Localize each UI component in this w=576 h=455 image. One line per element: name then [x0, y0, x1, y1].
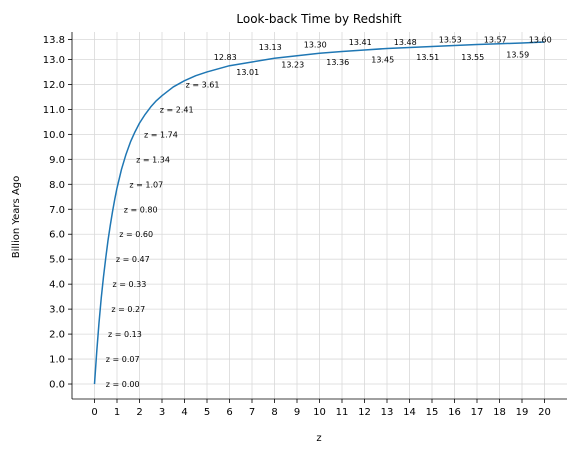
data-label: 13.59	[506, 50, 529, 59]
y-tick-label: 3.0	[49, 305, 65, 316]
y-axis-title: Billion Years Ago	[11, 176, 22, 258]
chart-title: Look-back Time by Redshift	[236, 12, 401, 26]
x-tick-label: 3	[159, 407, 165, 418]
x-tick-label: 4	[181, 407, 187, 418]
x-tick-label: 14	[403, 407, 416, 418]
data-label: 13.23	[281, 60, 304, 69]
data-label: 13.55	[461, 53, 484, 62]
x-tick-label: 7	[249, 407, 255, 418]
data-label: 13.57	[484, 35, 507, 44]
y-tick-label: 1.0	[49, 355, 65, 366]
data-label: 13.30	[304, 40, 327, 49]
y-tick-label: 5.0	[49, 255, 65, 266]
data-label: z = 0.60	[119, 230, 153, 239]
data-label: z = 1.07	[129, 180, 163, 189]
y-tick-label: 13.8	[43, 35, 65, 46]
x-tick-label: 0	[91, 407, 97, 418]
data-label: 13.60	[529, 35, 552, 44]
y-tick-label: 9.0	[49, 155, 65, 166]
y-tick-label: 12.0	[43, 80, 65, 91]
y-tick-label: 6.0	[49, 230, 65, 241]
x-tick-label: 5	[204, 407, 210, 418]
data-label: z = 0.07	[106, 355, 140, 364]
data-label: z = 0.80	[124, 205, 158, 214]
grid	[72, 32, 567, 399]
data-label: z = 1.34	[136, 155, 170, 164]
data-label: 13.48	[394, 38, 417, 47]
data-label: 13.45	[371, 55, 394, 64]
x-tick-label: 20	[538, 407, 551, 418]
data-label: z = 3.61	[186, 80, 220, 89]
x-tick-label: 2	[136, 407, 142, 418]
data-label: z = 0.47	[116, 255, 150, 264]
data-label: 13.53	[439, 35, 462, 44]
x-tick-label: 1	[114, 407, 120, 418]
x-tick-label: 11	[336, 407, 349, 418]
data-label: 13.36	[326, 58, 349, 67]
data-label: 13.51	[416, 53, 439, 62]
y-tick-label: 0.0	[49, 380, 65, 391]
x-tick-label: 9	[294, 407, 300, 418]
y-tick-label: 11.0	[43, 105, 65, 116]
data-label: 13.13	[259, 43, 282, 52]
data-label: z = 0.27	[111, 305, 145, 314]
data-label: 13.01	[236, 68, 259, 77]
x-tick-label: 13	[381, 407, 394, 418]
data-label: z = 0.33	[113, 280, 147, 289]
y-tick-label: 7.0	[49, 205, 65, 216]
y-tick-label: 8.0	[49, 180, 65, 191]
data-label: z = 2.41	[160, 105, 194, 114]
annotations: z = 0.00 z = 0.07 z = 0.13 z = 0.27 z = 0.33…	[106, 35, 552, 389]
data-label: z = 1.74	[144, 130, 178, 139]
y-ticks: 0.0 1.0 2.0 3.0 4.0 5.0 6.0 7.0 8.0 9.0 10.0 11.0 12…	[43, 35, 72, 391]
x-tick-label: 17	[471, 407, 484, 418]
x-tick-label: 6	[226, 407, 232, 418]
x-tick-label: 10	[313, 407, 326, 418]
x-tick-label: 19	[516, 407, 529, 418]
y-tick-label: 10.0	[43, 130, 65, 141]
data-label: 13.41	[349, 38, 372, 47]
data-label: z = 0.00	[106, 380, 140, 389]
x-axis-title: z	[316, 433, 321, 444]
y-tick-label: 13.0	[43, 55, 65, 66]
data-label: z = 0.13	[108, 330, 142, 339]
x-tick-label: 18	[493, 407, 506, 418]
x-tick-label: 12	[358, 407, 371, 418]
x-tick-label: 8	[271, 407, 277, 418]
y-tick-label: 2.0	[49, 330, 65, 341]
data-label: 12.83	[214, 53, 237, 62]
series-layer	[93, 41, 545, 385]
x-ticks: 0 1 2 3 4 5 6 7 8 9 10 11 12 13 14 15 16 17 18 19 20	[91, 399, 551, 418]
x-tick-label: 16	[448, 407, 461, 418]
x-tick-label: 15	[426, 407, 439, 418]
y-tick-label: 4.0	[49, 280, 65, 291]
series-line	[93, 41, 545, 385]
